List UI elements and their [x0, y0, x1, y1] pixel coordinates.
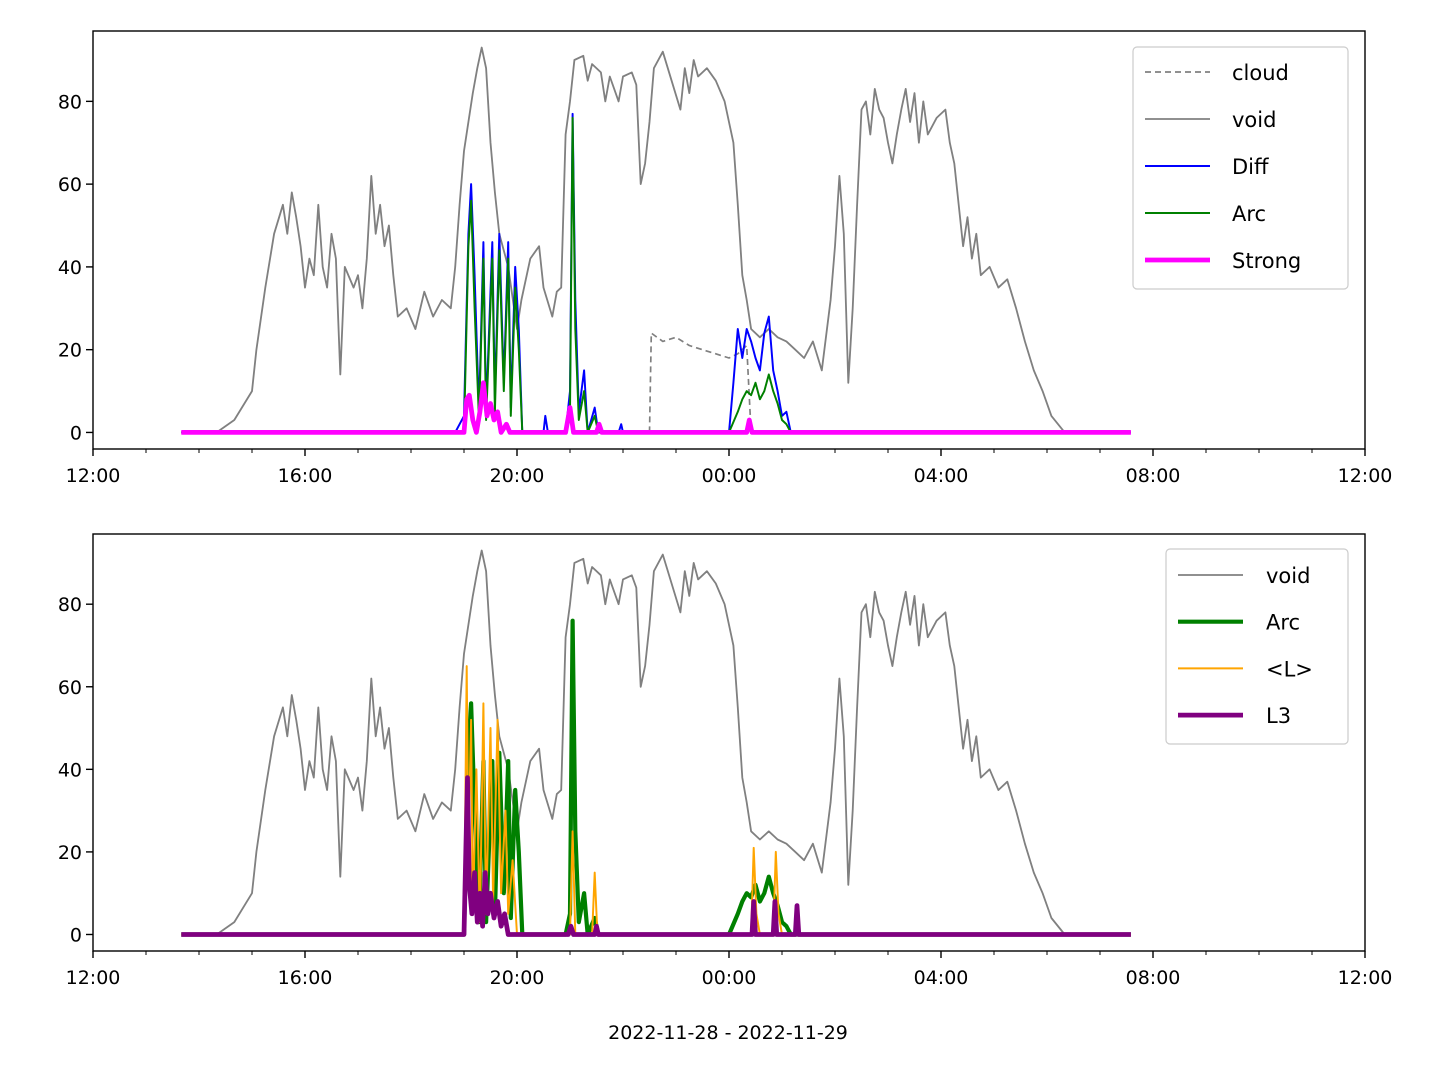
- y-tick-label: 80: [58, 91, 82, 113]
- top-chart-panel: 0 20 40 60 80 12:00 16:00 20:00 00:00 04:00 08:00 1…: [58, 30, 1393, 487]
- x-tick-label: 20:00: [490, 967, 545, 989]
- y-tick-label: 80: [58, 594, 82, 616]
- legend: void Arc <L> L3: [1165, 548, 1349, 745]
- plot-area: [181, 549, 1131, 937]
- x-axis-label: 2022-11-28 - 2022-11-29: [608, 1022, 848, 1044]
- x-tick-label: 16:00: [278, 465, 333, 487]
- legend-label: Arc: [1266, 611, 1300, 635]
- y-tick-label: 60: [58, 174, 82, 196]
- legend-frame: [1165, 548, 1349, 745]
- legend-frame: [1132, 46, 1349, 290]
- y-tick-label: 0: [70, 924, 82, 946]
- x-tick-label: 12:00: [66, 967, 121, 989]
- legend-label: cloud: [1232, 61, 1289, 85]
- series-line-l3: [181, 775, 1131, 937]
- series-line-arc: [181, 116, 1131, 434]
- x-tick-label: 00:00: [702, 465, 757, 487]
- x-tick-label: 08:00: [1126, 465, 1181, 487]
- y-tick-label: 60: [58, 677, 82, 699]
- x-tick-label: 00:00: [702, 967, 757, 989]
- y-tick-label: 40: [58, 257, 82, 279]
- y-tick-label: 40: [58, 759, 82, 781]
- legend-label: void: [1266, 564, 1310, 588]
- legend-label: <L>: [1266, 657, 1313, 681]
- legend-label: Diff: [1232, 155, 1269, 179]
- x-tick-label: 12:00: [66, 465, 121, 487]
- legend-label: void: [1232, 108, 1276, 132]
- x-tick-label: 20:00: [490, 465, 545, 487]
- y-tick-label: 20: [58, 340, 82, 362]
- legend-label: Strong: [1232, 249, 1301, 273]
- plot-area: [181, 46, 1131, 435]
- series-line-void: [181, 46, 1131, 434]
- x-tick-label: 12:00: [1338, 967, 1393, 989]
- y-tick-label: 20: [58, 842, 82, 864]
- x-tick-label: 08:00: [1126, 967, 1181, 989]
- bottom-chart-panel: 0 20 40 60 80 12:00 16:00 20:00 00:00 04:00 08:00 1…: [58, 533, 1393, 989]
- series-line-void: [181, 549, 1131, 936]
- series-line-strong: [181, 380, 1131, 435]
- legend-label: L3: [1266, 704, 1291, 728]
- x-tick-label: 12:00: [1338, 465, 1393, 487]
- y-tick-label: 0: [70, 422, 82, 444]
- legend-label: Arc: [1232, 202, 1266, 226]
- x-tick-label: 04:00: [914, 967, 969, 989]
- x-tick-label: 04:00: [914, 465, 969, 487]
- series-line-l: [181, 665, 1131, 936]
- legend: cloud void Diff Arc Strong: [1132, 46, 1349, 290]
- x-tick-label: 16:00: [278, 967, 333, 989]
